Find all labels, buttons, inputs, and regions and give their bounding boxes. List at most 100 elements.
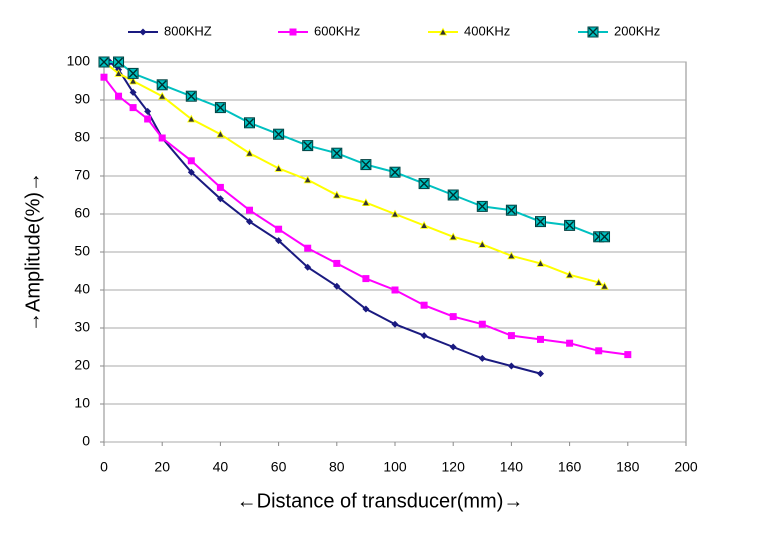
legend-marker bbox=[289, 28, 297, 36]
data-point bbox=[565, 270, 574, 279]
data-point bbox=[476, 200, 488, 212]
x-tick-label: 200 bbox=[674, 459, 698, 475]
data-point bbox=[391, 286, 399, 294]
x-tick-label: 180 bbox=[616, 459, 640, 475]
x-tick-label: 60 bbox=[271, 459, 287, 475]
data-point bbox=[304, 244, 312, 252]
data-point bbox=[447, 189, 459, 201]
data-point bbox=[478, 354, 486, 362]
data-point bbox=[187, 114, 196, 123]
x-tick-label: 20 bbox=[154, 459, 170, 475]
data-point bbox=[391, 320, 399, 328]
data-point bbox=[214, 102, 226, 114]
y-tick-label: 80 bbox=[74, 129, 90, 145]
data-point bbox=[245, 148, 254, 157]
y-tick-label: 30 bbox=[74, 319, 90, 335]
data-point bbox=[449, 343, 457, 351]
data-point bbox=[478, 320, 486, 328]
data-point bbox=[332, 190, 341, 199]
data-point bbox=[246, 206, 253, 214]
series-line bbox=[109, 61, 541, 375]
data-point bbox=[333, 259, 341, 267]
data-point bbox=[420, 332, 428, 340]
data-point bbox=[216, 195, 224, 203]
data-point bbox=[505, 204, 517, 216]
data-point bbox=[187, 168, 195, 176]
series-line bbox=[103, 61, 606, 288]
data-point bbox=[100, 73, 108, 81]
data-point bbox=[362, 275, 370, 283]
data-point bbox=[360, 159, 372, 171]
data-point bbox=[216, 129, 225, 138]
data-point bbox=[361, 198, 371, 206]
x-tick-label: 100 bbox=[383, 459, 407, 475]
data-point bbox=[158, 134, 166, 142]
x-tick-label: 40 bbox=[213, 459, 229, 475]
y-tick-label: 10 bbox=[74, 395, 90, 411]
data-point bbox=[187, 157, 195, 165]
data-point bbox=[114, 69, 123, 77]
data-point bbox=[595, 347, 603, 355]
data-point bbox=[537, 370, 544, 378]
data-point bbox=[158, 91, 167, 100]
y-tick-label: 70 bbox=[74, 167, 90, 183]
y-tick-label: 40 bbox=[74, 281, 90, 297]
data-point bbox=[304, 263, 312, 271]
data-point bbox=[507, 362, 515, 370]
data-point bbox=[275, 225, 283, 233]
data-point bbox=[331, 147, 343, 159]
legend-label: 400KHz bbox=[464, 23, 510, 38]
x-tick-label: 120 bbox=[442, 459, 466, 475]
legend-label: 800KHZ bbox=[164, 23, 212, 38]
data-point bbox=[594, 278, 603, 286]
legend-marker bbox=[139, 28, 147, 36]
y-tick-label: 100 bbox=[67, 53, 91, 69]
data-point bbox=[333, 282, 341, 290]
data-point bbox=[274, 164, 283, 172]
data-point bbox=[98, 56, 110, 68]
data-point bbox=[185, 90, 197, 102]
data-point bbox=[129, 104, 137, 112]
y-axis-title: →Amplitude(%)→ bbox=[22, 172, 44, 332]
data-point bbox=[129, 88, 137, 96]
data-point bbox=[128, 76, 138, 85]
data-point bbox=[420, 301, 428, 309]
data-point bbox=[449, 313, 457, 321]
data-point bbox=[246, 218, 253, 226]
data-point bbox=[275, 237, 283, 245]
y-tick-label: 20 bbox=[74, 357, 90, 373]
x-axis-title: ←Distance of transducer(mm)→ bbox=[237, 490, 524, 512]
data-point bbox=[600, 281, 609, 290]
data-point bbox=[303, 175, 312, 184]
data-point bbox=[144, 107, 152, 115]
data-point bbox=[389, 166, 401, 178]
y-tick-label: 90 bbox=[74, 91, 90, 107]
x-tick-label: 0 bbox=[100, 459, 108, 475]
data-point bbox=[244, 117, 255, 129]
data-point bbox=[535, 216, 546, 228]
data-point bbox=[624, 351, 632, 359]
x-tick-label: 80 bbox=[329, 459, 345, 475]
y-tick-label: 0 bbox=[82, 433, 90, 449]
legend-marker bbox=[438, 27, 448, 36]
y-tick-label: 50 bbox=[74, 243, 90, 259]
data-point bbox=[156, 79, 168, 91]
data-point bbox=[599, 231, 611, 243]
legend-marker bbox=[587, 26, 599, 38]
data-point bbox=[478, 240, 487, 248]
legend-label: 200KHz bbox=[614, 23, 660, 38]
data-point bbox=[537, 335, 544, 343]
data-point bbox=[216, 183, 224, 191]
data-point bbox=[113, 56, 125, 68]
data-point bbox=[507, 332, 515, 340]
data-point bbox=[127, 67, 139, 79]
data-point bbox=[566, 339, 574, 347]
data-point bbox=[115, 92, 123, 100]
data-point bbox=[536, 259, 545, 267]
data-point bbox=[418, 178, 430, 190]
data-point bbox=[144, 115, 152, 123]
data-point bbox=[449, 232, 458, 241]
data-point bbox=[419, 221, 429, 229]
data-point bbox=[564, 219, 576, 231]
